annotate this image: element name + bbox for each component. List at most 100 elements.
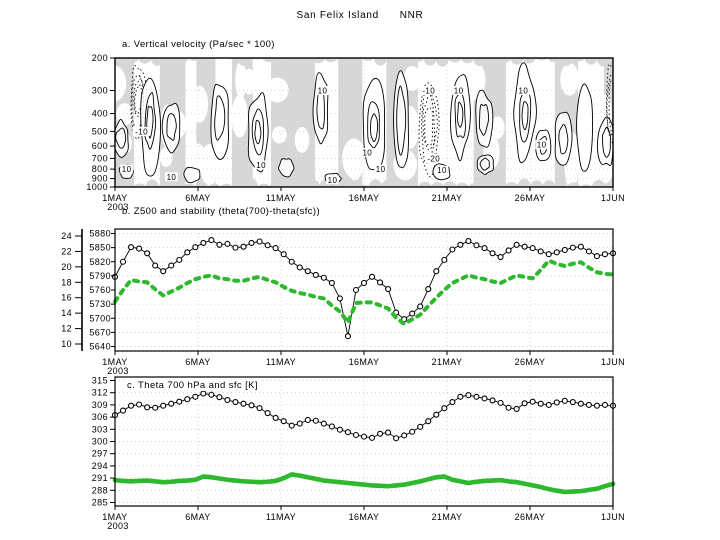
positive-contour xyxy=(558,124,569,155)
z500-marker xyxy=(312,271,319,278)
shade-scallop-bottom xyxy=(170,181,184,187)
panel-b-title: b. Z500 and stability (theta(700)-theta(… xyxy=(122,206,321,217)
contour-label: 10 xyxy=(318,86,328,95)
positive-contour xyxy=(115,119,129,158)
z500-tick-label: 5820 xyxy=(89,257,111,267)
contour-label-bg xyxy=(374,164,387,174)
shade-scallop-top xyxy=(138,58,152,64)
positive-contour xyxy=(183,166,201,184)
pressure-tick-label: 700 xyxy=(92,153,108,163)
shade-scallop-top xyxy=(311,58,326,64)
contour-label: -10 xyxy=(135,127,148,136)
x-year-label: 2003 xyxy=(107,521,129,531)
z500-marker xyxy=(481,245,488,252)
shade-scallop-top xyxy=(274,58,289,65)
shade-scallop-top xyxy=(373,58,388,66)
positive-contour xyxy=(393,70,409,169)
theta700-marker xyxy=(409,428,416,435)
positive-contour xyxy=(161,102,181,154)
positive-contour xyxy=(475,89,494,148)
z500-marker xyxy=(336,295,343,302)
z500-marker xyxy=(256,238,263,245)
positive-contour xyxy=(596,116,613,166)
z500-marker xyxy=(473,242,480,249)
shade-scallop-top xyxy=(200,58,214,63)
z500-marker xyxy=(529,245,536,252)
shade-scallop-bottom xyxy=(257,183,271,187)
x-year-label: 2003 xyxy=(107,202,129,212)
theta700-marker xyxy=(368,434,376,441)
z500-marker xyxy=(521,243,528,250)
shade-scallop-bottom xyxy=(579,184,593,187)
theta700-marker xyxy=(192,393,199,400)
positive-contour xyxy=(214,95,226,141)
shade-gap xyxy=(115,65,127,102)
theta700-marker xyxy=(577,400,584,407)
z500-marker xyxy=(320,274,327,281)
z500-marker xyxy=(344,333,351,340)
shade-scallop-top xyxy=(348,58,363,66)
z500-marker xyxy=(465,237,472,245)
theta-tick-label: 294 xyxy=(92,461,108,471)
x-tick-label: 11MAY xyxy=(266,357,296,367)
theta700-marker xyxy=(336,426,343,433)
z500-marker xyxy=(425,286,432,293)
positive-contour xyxy=(362,77,386,171)
theta700-marker xyxy=(288,422,295,429)
z500-marker xyxy=(417,303,424,310)
x-tick-label: 6MAY xyxy=(185,357,210,367)
stability-series-line xyxy=(113,258,615,326)
shade-scallop-top xyxy=(522,58,536,64)
z500-marker xyxy=(119,258,127,265)
shade-gap xyxy=(560,62,579,96)
theta700-marker xyxy=(168,400,175,407)
negative-contour xyxy=(422,93,436,151)
stability-tick-label: 22 xyxy=(61,246,72,256)
x-tick-label: 21MAY xyxy=(432,357,463,367)
z500-tick-label: 5670 xyxy=(89,327,111,337)
shade-scallop-bottom xyxy=(406,183,420,187)
z500-marker xyxy=(409,310,416,317)
shade-scallop-top xyxy=(187,58,201,62)
figure-title: San Felix Island NNR xyxy=(296,10,424,21)
shade-gap xyxy=(199,144,219,186)
shade-scallop-top xyxy=(411,58,425,62)
contour-label: 10 xyxy=(122,165,132,174)
theta700-marker xyxy=(344,429,351,436)
x-tick-label: 26MAY xyxy=(515,357,546,367)
z500-tick-label: 5760 xyxy=(89,285,111,295)
z500-tick-label: 5700 xyxy=(89,313,111,323)
theta700-marker xyxy=(417,423,424,430)
shade-scallop-bottom xyxy=(244,178,259,187)
theta700-marker xyxy=(119,407,127,414)
z500-tick-label: 5730 xyxy=(89,299,111,309)
z500-marker xyxy=(553,249,560,256)
shade-scallop-bottom xyxy=(604,182,613,187)
contour-label: 10 xyxy=(328,176,338,185)
theta700-marker xyxy=(184,396,191,403)
shade-gap xyxy=(231,95,248,138)
shade-scallop-bottom xyxy=(505,181,519,187)
contour-label-bg xyxy=(120,164,133,174)
z500-marker xyxy=(232,244,239,251)
theta700-marker xyxy=(481,395,488,402)
shade-scallop-bottom xyxy=(220,183,234,187)
z500-series xyxy=(111,237,617,340)
positive-contour xyxy=(166,113,177,141)
shade-scallop-bottom xyxy=(480,180,494,187)
x-tick-label: 6MAY xyxy=(185,193,210,203)
contour-label-bg xyxy=(517,85,530,95)
x-axis: 1MAY 6MAY 11MAY 16MAY 21MAY 26MAY 1JUN 2003 xyxy=(102,506,625,531)
theta700-marker xyxy=(296,420,303,427)
z500-marker xyxy=(385,286,392,293)
shade-scallop-top xyxy=(175,58,189,64)
contour-label: 10 xyxy=(437,166,447,175)
z500-marker xyxy=(280,251,287,258)
contour-label-bg xyxy=(452,85,465,95)
theta700-marker xyxy=(505,404,512,411)
shade-scallop-bottom xyxy=(281,182,296,187)
shade-scallop-top xyxy=(125,58,140,63)
theta700-marker xyxy=(561,397,568,404)
gridlines xyxy=(115,229,613,351)
